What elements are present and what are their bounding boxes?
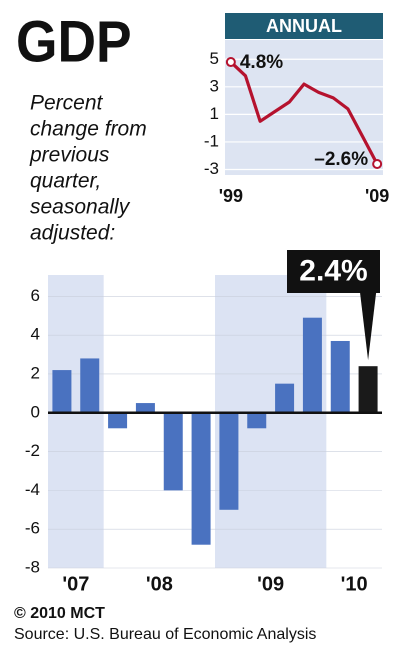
bar	[163, 412, 183, 491]
x-tick-label: '10	[341, 573, 368, 595]
y-tick-label: -8	[25, 557, 40, 576]
value-label: –2.6%	[314, 149, 368, 170]
subtitle: change from	[30, 118, 147, 141]
x-tick-label: '99	[219, 186, 243, 206]
value-label: 4.8%	[240, 52, 283, 73]
bar	[108, 412, 128, 429]
callout-pointer	[360, 293, 377, 361]
bar	[80, 358, 100, 413]
y-tick-label: 3	[210, 76, 219, 95]
y-tick-label: -1	[204, 131, 219, 150]
y-tick-label: -3	[204, 159, 219, 178]
subtitle: Percent	[30, 92, 104, 115]
x-tick-label: '09	[365, 186, 389, 206]
y-tick-label: -6	[25, 519, 40, 538]
y-tick-label: -4	[25, 480, 40, 499]
x-tick-label: '07	[62, 573, 89, 595]
subtitle: previous	[29, 144, 110, 167]
chart-title: GDP	[16, 9, 132, 74]
source: Source: U.S. Bureau of Economic Analysis	[14, 626, 316, 643]
value-label: 2.4%	[299, 254, 367, 287]
callout-box	[287, 250, 380, 293]
y-tick-label: 1	[210, 104, 219, 123]
y-tick-label: 0	[31, 402, 40, 421]
plot-bg	[225, 40, 383, 175]
y-tick-label: 4	[31, 325, 40, 344]
y-tick-label: -2	[25, 441, 40, 460]
subtitle: seasonally	[30, 196, 131, 219]
y-tick-label: 6	[31, 286, 40, 305]
bar	[219, 412, 239, 510]
bar	[191, 412, 211, 545]
x-tick-label: '08	[146, 573, 173, 595]
bar	[52, 370, 72, 413]
end-point	[372, 158, 383, 169]
bar	[135, 403, 155, 413]
year-shade	[48, 275, 104, 568]
bar	[275, 383, 295, 413]
x-tick-label: '09	[257, 573, 284, 595]
bar	[302, 317, 322, 413]
bar	[330, 340, 350, 413]
credit: © 2010 MCT	[14, 605, 105, 622]
line	[229, 60, 379, 165]
end-point	[225, 57, 236, 68]
subtitle: adjusted:	[30, 222, 115, 245]
inset-title: ANNUAL	[266, 16, 342, 36]
y-tick-label: 5	[210, 49, 219, 68]
bar	[358, 366, 378, 413]
y-tick-label: 2	[31, 363, 40, 382]
subtitle: quarter,	[30, 170, 101, 193]
bar	[247, 412, 267, 429]
header-bar	[225, 13, 383, 39]
